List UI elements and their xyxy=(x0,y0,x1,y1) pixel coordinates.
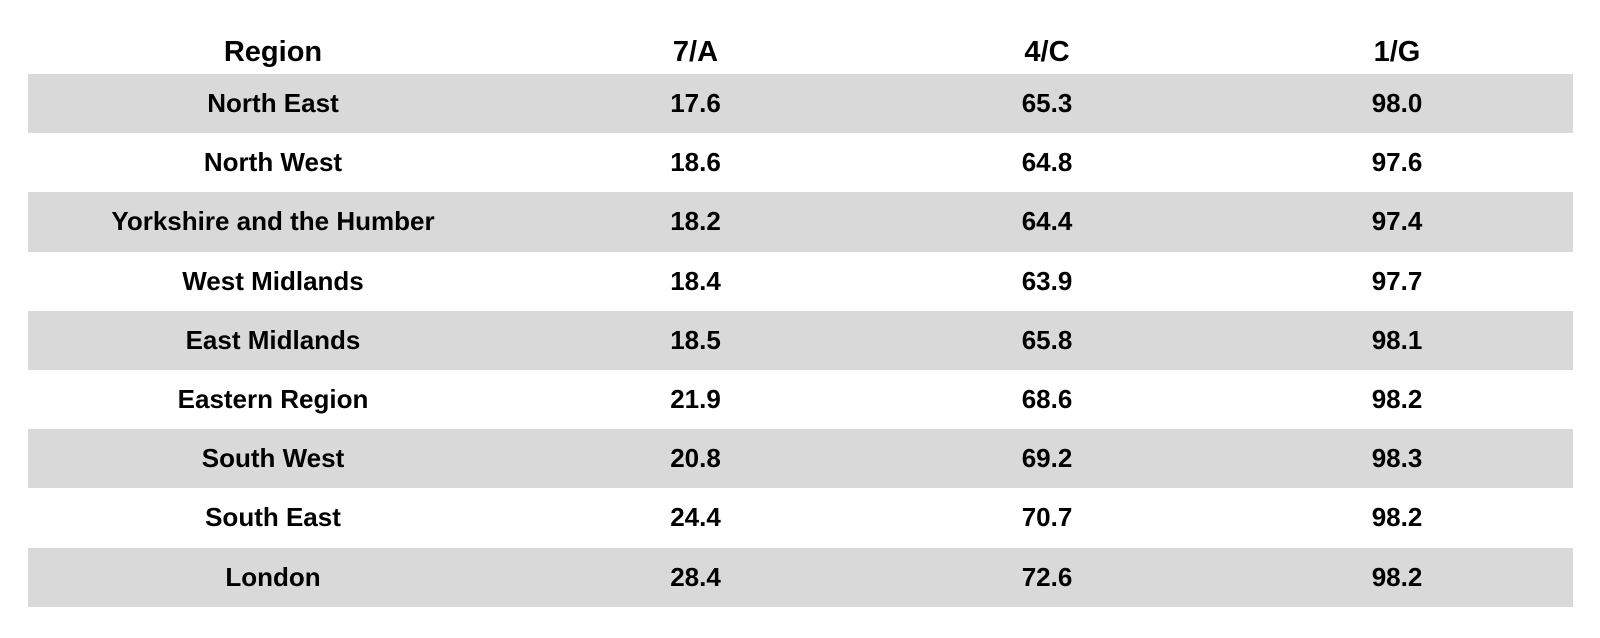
value-cell: 72.6 xyxy=(1021,561,1073,592)
table-row: East Midlands 18.5 65.8 98.1 xyxy=(28,310,1573,370)
value-cell: 17.6 xyxy=(670,88,721,119)
value-cell: 97.4 xyxy=(1371,206,1423,237)
value-cell: 63.9 xyxy=(1021,265,1073,296)
header-row: Region 7/A 4/C 1/G xyxy=(28,30,1573,74)
header-cell: 4/C xyxy=(1024,35,1070,68)
region-cell: East Midlands xyxy=(185,324,361,355)
table-row: West Midlands 18.4 63.9 97.7 xyxy=(28,252,1573,311)
value-cell: 98.2 xyxy=(1371,561,1423,592)
value-cell: 21.9 xyxy=(670,384,721,415)
region-cell: Eastern Region xyxy=(177,384,369,415)
table-row: London 28.4 72.6 98.2 xyxy=(28,547,1573,607)
header-cell: 7/A xyxy=(672,35,719,68)
table-row: South West 20.8 69.2 98.3 xyxy=(28,429,1573,489)
value-cell: 18.2 xyxy=(670,206,721,237)
region-cell: London xyxy=(225,561,321,592)
header-cell: 1/G xyxy=(1373,35,1421,68)
table-row: Eastern Region 21.9 68.6 98.2 xyxy=(28,370,1573,429)
region-cell: South East xyxy=(205,502,341,533)
value-cell: 65.3 xyxy=(1021,88,1073,119)
value-cell: 20.8 xyxy=(670,443,721,474)
region-cell: North East xyxy=(207,88,339,119)
value-cell: 18.6 xyxy=(670,147,721,178)
value-cell: 68.6 xyxy=(1021,384,1073,415)
table: Region 7/A 4/C 1/G North East 17.6 65.3 98.0 Nor… xyxy=(28,30,1573,607)
value-cell: 98.3 xyxy=(1371,443,1423,474)
region-cell: Yorkshire and the Humber xyxy=(111,206,435,237)
value-cell: 64.8 xyxy=(1021,147,1073,178)
value-cell: 70.7 xyxy=(1021,502,1073,533)
value-cell: 64.4 xyxy=(1021,206,1073,237)
header-cell: Region xyxy=(223,35,323,68)
value-cell: 65.8 xyxy=(1021,324,1073,355)
region-cell: North West xyxy=(203,147,343,178)
value-cell: 69.2 xyxy=(1021,443,1073,474)
value-cell: 98.2 xyxy=(1371,502,1423,533)
value-cell: 18.4 xyxy=(670,265,721,296)
table-row: Yorkshire and the Humber 18.2 64.4 97.4 xyxy=(28,192,1573,252)
value-cell: 18.5 xyxy=(670,324,721,355)
region-cell: West Midlands xyxy=(182,265,364,296)
value-cell: 97.7 xyxy=(1371,265,1423,296)
region-cell: South West xyxy=(201,443,345,474)
value-cell: 98.0 xyxy=(1371,88,1423,119)
table-row: South East 24.4 70.7 98.2 xyxy=(28,488,1573,547)
value-cell: 97.6 xyxy=(1371,147,1423,178)
value-cell: 28.4 xyxy=(670,561,721,592)
value-cell: 24.4 xyxy=(670,502,721,533)
value-cell: 98.1 xyxy=(1371,324,1423,355)
table-row: North West 18.6 64.8 97.6 xyxy=(28,133,1573,192)
value-cell: 98.2 xyxy=(1371,384,1423,415)
table-row: North East 17.6 65.3 98.0 xyxy=(28,74,1573,134)
